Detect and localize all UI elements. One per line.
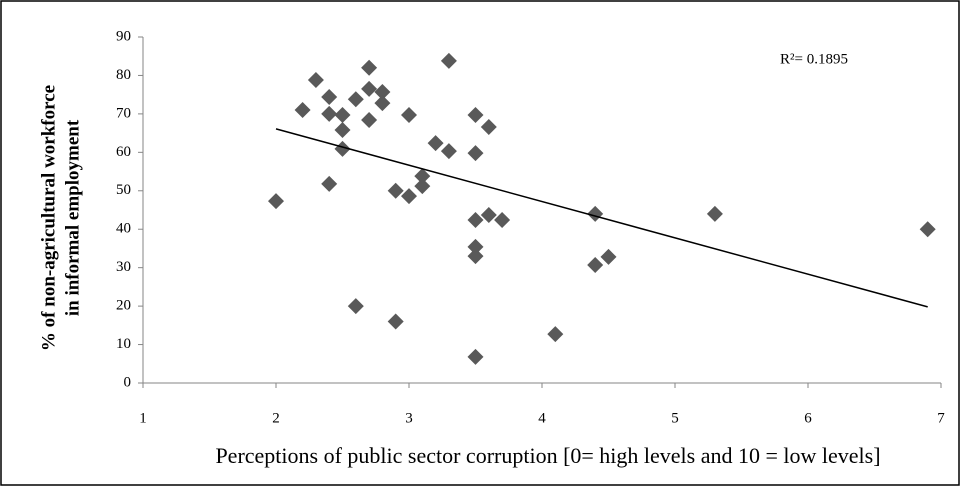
point <box>334 122 351 139</box>
point <box>414 168 431 185</box>
point <box>919 221 936 238</box>
point <box>467 211 484 228</box>
point <box>467 145 484 162</box>
y-tick-label: 60 <box>116 144 131 160</box>
y-tick-label: 0 <box>124 374 132 390</box>
x-tick-label: 2 <box>272 410 280 426</box>
annotation: R²= 0.1895 <box>780 51 848 67</box>
point <box>401 107 417 124</box>
point <box>321 105 338 122</box>
point <box>706 205 723 222</box>
point <box>347 298 364 315</box>
point <box>374 95 391 112</box>
y-axis-label: % of non-agricultural workforce <box>38 85 59 351</box>
point <box>268 193 284 210</box>
x-tick-label: 4 <box>538 410 546 426</box>
y-tick-label: 70 <box>116 105 131 121</box>
point <box>414 178 431 195</box>
point <box>321 175 338 192</box>
point <box>467 248 484 265</box>
y-tick-label: 50 <box>116 182 131 198</box>
point <box>467 107 484 124</box>
point <box>587 256 604 273</box>
y-axis-label: in informal employment <box>62 119 83 316</box>
point <box>361 59 378 76</box>
y-tick-label: 10 <box>116 336 131 352</box>
point <box>440 52 457 69</box>
trendline <box>275 128 928 308</box>
y-tick-label: 90 <box>116 28 131 44</box>
x-tick-label: 3 <box>405 410 413 426</box>
point <box>480 118 497 135</box>
point <box>467 348 484 365</box>
y-tick-label: 40 <box>116 221 131 237</box>
point <box>347 91 364 108</box>
point <box>334 107 351 124</box>
point <box>321 88 338 105</box>
point <box>361 80 378 97</box>
y-tick-label: 20 <box>116 298 131 314</box>
point <box>387 182 404 199</box>
point <box>547 326 564 343</box>
point <box>307 72 324 89</box>
point <box>294 102 311 119</box>
x-tick-label: 5 <box>671 410 679 426</box>
point <box>440 143 457 160</box>
point <box>480 206 497 223</box>
point <box>467 238 484 255</box>
point <box>600 248 617 265</box>
y-tick-label: 80 <box>116 67 131 83</box>
x-tick-label: 7 <box>937 410 945 426</box>
point <box>334 140 351 157</box>
point <box>401 188 417 205</box>
point <box>361 112 378 129</box>
x-tick-label: 1 <box>139 410 147 426</box>
y-tick-label: 30 <box>116 259 131 275</box>
point <box>427 135 444 152</box>
x-axis-label: Perceptions of public sector corruption … <box>215 443 880 468</box>
point <box>374 83 391 100</box>
point <box>494 211 511 228</box>
point <box>387 313 404 330</box>
x-tick-label: 6 <box>804 410 812 426</box>
